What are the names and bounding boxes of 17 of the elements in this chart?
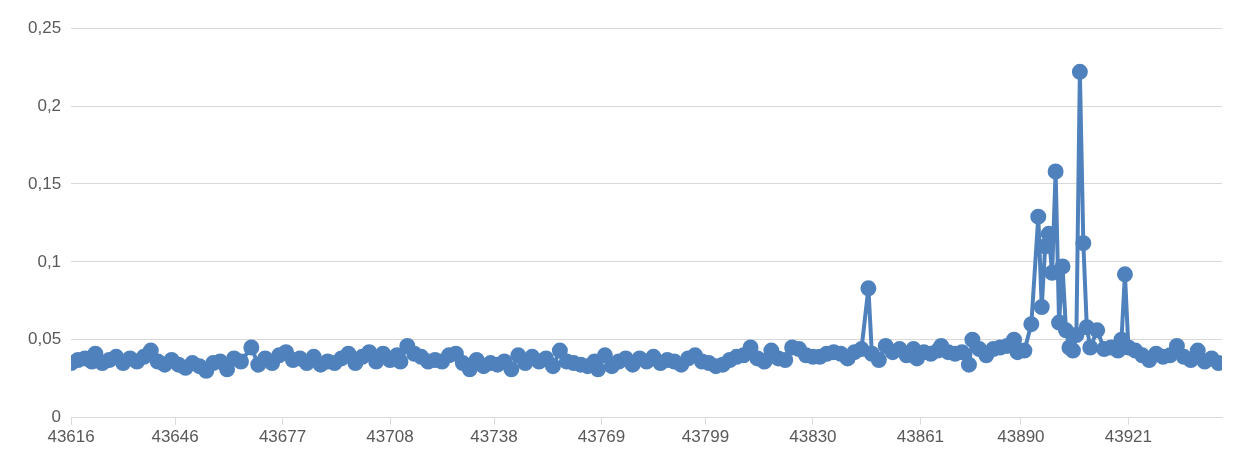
x-tick-label: 43646 bbox=[151, 427, 199, 447]
x-tick-label: 43708 bbox=[366, 427, 414, 447]
y-tick-label: 0,05 bbox=[27, 329, 62, 349]
y-tick-label: 0,25 bbox=[27, 17, 62, 37]
x-tick-label: 43799 bbox=[681, 427, 730, 447]
x-tick-label: 43616 bbox=[47, 427, 95, 447]
x-tick-label: 43738 bbox=[470, 427, 518, 447]
y-tick-label: 0,2 bbox=[37, 95, 62, 115]
x-tick-label: 43677 bbox=[258, 427, 307, 447]
x-tick-label: 43921 bbox=[1104, 427, 1153, 447]
x-tick-label: 43830 bbox=[789, 427, 837, 447]
y-tick-label: 0,15 bbox=[27, 173, 62, 193]
x-tick-label: 43890 bbox=[997, 427, 1045, 447]
y-tick-label: 0 bbox=[51, 407, 62, 427]
x-tick-label: 43769 bbox=[577, 427, 626, 447]
y-tick-label: 0,1 bbox=[37, 251, 62, 271]
x-tick-label: 43861 bbox=[896, 427, 945, 447]
